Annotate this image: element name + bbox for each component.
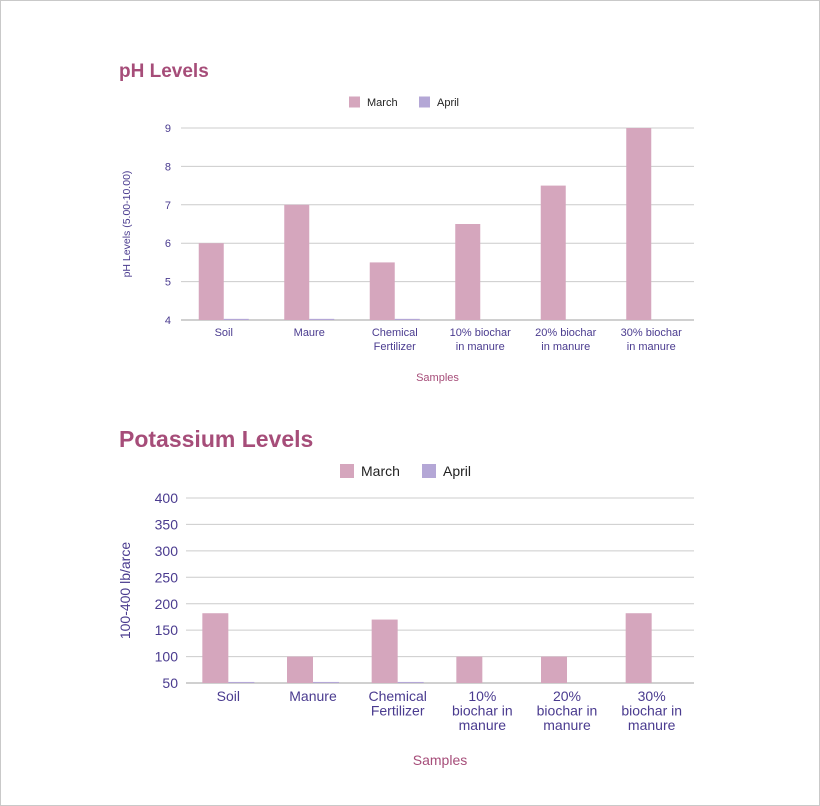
ph-bar-april-0 bbox=[223, 318, 249, 320]
k-bar-april-1 bbox=[313, 681, 339, 683]
k-x-tick-label: Soil bbox=[217, 688, 240, 704]
ph-x-axis-title: Samples bbox=[416, 372, 459, 384]
k-bar-april-0 bbox=[228, 681, 255, 683]
ph-bar-april-2 bbox=[394, 318, 420, 320]
ph-bar-april-1 bbox=[309, 318, 335, 320]
ph-x-tick-label: Maure bbox=[294, 327, 325, 339]
k-y-tick-label: 100 bbox=[155, 649, 179, 665]
k-y-tick-label: 50 bbox=[162, 675, 178, 691]
ph-legend-label-april: April bbox=[437, 97, 459, 109]
k-bar-march-5 bbox=[625, 613, 652, 683]
k-legend-swatch-april bbox=[422, 464, 436, 478]
ph-y-tick-label: 7 bbox=[165, 200, 171, 212]
potassium-chart-title: Potassium Levels bbox=[119, 426, 314, 452]
k-x-tick-label: 10% biochar in manure bbox=[452, 688, 513, 733]
ph-x-tick-label: 10% biochar in manure bbox=[450, 327, 511, 353]
ph-legend: March April bbox=[349, 96, 459, 109]
k-x-tick-label: Manure bbox=[289, 688, 337, 704]
k-y-axis-title: 100-400 lb/arce bbox=[117, 542, 133, 640]
k-x-tick-label: 20% biochar in manure bbox=[537, 688, 598, 733]
k-legend-swatch-march bbox=[340, 464, 354, 478]
k-y-tick-label: 350 bbox=[155, 516, 179, 532]
ph-x-tick-label: Chemical Fertilizer bbox=[372, 327, 418, 353]
ph-y-axis-title: pH Levels (5.00-10.00) bbox=[121, 171, 133, 278]
k-bar-march-4 bbox=[541, 656, 567, 683]
ph-y-tick-label: 4 bbox=[165, 315, 171, 327]
k-x-axis-title: Samples bbox=[413, 752, 467, 768]
k-legend: March April bbox=[340, 463, 471, 479]
ph-legend-label-march: March bbox=[367, 97, 398, 109]
k-y-tick-label: 400 bbox=[155, 490, 179, 506]
k-y-tick-label: 300 bbox=[155, 543, 179, 559]
k-legend-label-april: April bbox=[443, 463, 471, 479]
k-bar-march-3 bbox=[456, 656, 483, 683]
k-bar-march-1 bbox=[287, 656, 313, 683]
k-x-tick-label: 30% biochar in manure bbox=[621, 688, 682, 733]
ph-legend-swatch-april bbox=[419, 96, 430, 108]
k-legend-label-march: March bbox=[361, 463, 400, 479]
ph-bar-march-5 bbox=[626, 128, 652, 320]
ph-chart: March April 4 5 6 7 8 9 Soil Maure Chemical Fertili… bbox=[121, 96, 694, 384]
k-bar-march-0 bbox=[202, 613, 229, 683]
k-y-tick-label: 200 bbox=[155, 596, 179, 612]
ph-bar-march-1 bbox=[284, 204, 310, 320]
ph-chart-title: pH Levels bbox=[119, 61, 209, 82]
ph-bar-march-4 bbox=[540, 185, 566, 320]
ph-y-tick-label: 9 bbox=[165, 123, 171, 135]
ph-x-tick-label: 20% biochar in manure bbox=[535, 327, 596, 353]
ph-bar-march-2 bbox=[369, 262, 395, 320]
k-y-tick-label: 150 bbox=[155, 622, 179, 638]
ph-bar-march-3 bbox=[455, 224, 481, 320]
k-x-tick-label: Chemical Fertilizer bbox=[368, 688, 426, 719]
k-bar-march-2 bbox=[371, 619, 398, 683]
ph-legend-swatch-march bbox=[349, 96, 360, 108]
ph-x-tick-label: Soil bbox=[215, 327, 233, 339]
ph-x-tick-label: 30% biochar in manure bbox=[621, 327, 682, 353]
k-y-tick-label: 250 bbox=[155, 569, 179, 585]
ph-y-tick-label: 5 bbox=[165, 277, 171, 289]
ph-y-tick-label: 8 bbox=[165, 161, 171, 173]
k-bar-april-2 bbox=[397, 681, 424, 683]
ph-bar-march-0 bbox=[198, 243, 224, 320]
ph-y-tick-label: 6 bbox=[165, 238, 171, 250]
